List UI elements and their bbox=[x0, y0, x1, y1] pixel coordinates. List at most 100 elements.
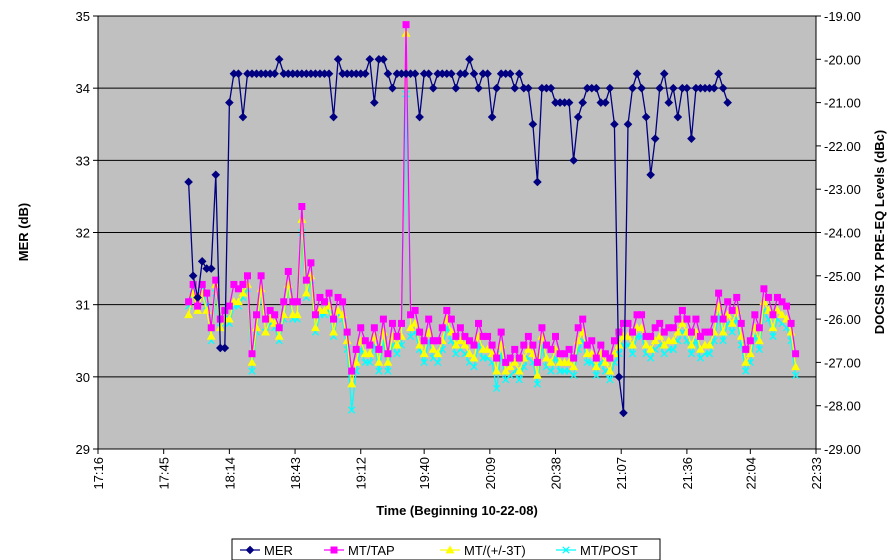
data-point-mt-tap bbox=[243, 272, 251, 280]
data-point-mer bbox=[388, 83, 397, 93]
data-point-mt-tap bbox=[334, 293, 342, 301]
x-marker-stroke bbox=[420, 358, 428, 367]
data-point-mt-3t bbox=[483, 344, 493, 353]
data-point-mt-3t bbox=[501, 366, 511, 375]
x-marker-stroke bbox=[728, 328, 736, 336]
x-marker-stroke bbox=[547, 367, 555, 375]
data-point-mt-3t bbox=[659, 340, 669, 349]
data-point-mt-tap bbox=[216, 315, 224, 323]
data-point-mt-3t bbox=[492, 366, 502, 375]
data-point-mer bbox=[487, 112, 497, 122]
data-point-mt-post bbox=[755, 345, 764, 354]
data-point-mt-tap bbox=[515, 354, 523, 362]
data-point-mer bbox=[410, 69, 420, 79]
data-point-mt-tap bbox=[769, 311, 777, 319]
data-point-mt-3t bbox=[727, 318, 737, 327]
x-marker-stroke bbox=[434, 358, 442, 367]
data-point-mt-3t bbox=[292, 310, 302, 319]
data-point-mer bbox=[619, 408, 628, 418]
data-point-mt-tap bbox=[565, 345, 573, 353]
x-axis-title: Time (Beginning 10-22-08) bbox=[376, 503, 538, 518]
data-point-mt-3t bbox=[419, 349, 429, 358]
data-point-mt-post bbox=[742, 367, 750, 375]
x-marker-stroke bbox=[742, 367, 750, 375]
x-marker-stroke bbox=[755, 345, 764, 354]
data-point-mer bbox=[492, 83, 501, 93]
data-point-mt-tap bbox=[207, 324, 215, 332]
data-point-mt-3t bbox=[605, 366, 615, 375]
x-marker-stroke bbox=[212, 289, 220, 297]
data-point-mt-3t bbox=[791, 362, 801, 371]
x-marker-stroke bbox=[687, 350, 696, 358]
data-point-mt-tap bbox=[520, 341, 528, 349]
data-point-mt-3t bbox=[514, 366, 524, 375]
data-point-mt-3t bbox=[410, 318, 420, 327]
data-point-mt-tap bbox=[647, 332, 655, 340]
data-point-mt-3t bbox=[310, 323, 320, 332]
data-point-mer bbox=[718, 83, 728, 93]
data-point-mer bbox=[714, 69, 723, 79]
data-point-mer bbox=[605, 83, 615, 93]
data-point-mt-tap bbox=[669, 324, 677, 332]
data-point-mt-tap bbox=[493, 354, 501, 362]
data-point-mt-post bbox=[515, 376, 523, 384]
data-point-mt-post bbox=[606, 376, 614, 384]
left-tick-label: 32 bbox=[76, 226, 90, 241]
data-point-mt-post bbox=[791, 371, 800, 380]
x-marker-stroke bbox=[710, 337, 718, 345]
data-point-mt-3t bbox=[261, 327, 271, 336]
x-tick-label: 20:09 bbox=[483, 457, 498, 490]
data-point-mt-tap bbox=[253, 311, 261, 319]
x-marker-stroke bbox=[592, 371, 600, 380]
data-point-mer bbox=[614, 372, 624, 382]
legend-label-mt-tap: MT/TAP bbox=[348, 543, 395, 558]
data-point-mer bbox=[383, 69, 393, 79]
data-point-mer bbox=[591, 83, 601, 93]
data-point-mt-tap bbox=[629, 328, 637, 336]
data-point-mt-3t bbox=[383, 357, 393, 366]
data-point-mt-tap bbox=[316, 293, 324, 301]
data-point-mt-tap bbox=[438, 324, 446, 332]
data-point-mt-post bbox=[366, 358, 374, 367]
data-point-mt-3t bbox=[655, 331, 665, 340]
data-point-mt-3t bbox=[365, 349, 375, 358]
data-point-mt-tap bbox=[388, 319, 396, 327]
data-point-mt-tap bbox=[538, 324, 546, 332]
data-point-mt-3t bbox=[705, 340, 714, 349]
data-point-mt-tap bbox=[678, 306, 686, 314]
data-point-mer bbox=[723, 98, 732, 107]
x-marker-stroke bbox=[366, 358, 374, 367]
x-tick-label: 21:07 bbox=[614, 457, 629, 490]
x-marker-stroke bbox=[601, 367, 610, 375]
data-point-mt-tap bbox=[683, 315, 691, 323]
data-point-mer bbox=[193, 293, 202, 302]
data-point-mer bbox=[465, 54, 474, 64]
x-marker-stroke bbox=[597, 358, 605, 367]
data-point-mt-3t bbox=[351, 357, 361, 366]
data-point-mt-post bbox=[547, 367, 555, 375]
data-point-mer bbox=[365, 54, 375, 64]
data-point-mt-tap bbox=[502, 358, 510, 366]
left-tick-label: 33 bbox=[76, 153, 90, 168]
x-tick-label: 17:45 bbox=[157, 457, 172, 490]
series-mt-3t bbox=[184, 28, 801, 388]
data-point-mer bbox=[646, 170, 655, 180]
data-point-mt-3t bbox=[741, 357, 751, 366]
data-point-mt-3t bbox=[465, 349, 474, 358]
x-marker-stroke bbox=[515, 376, 523, 384]
data-point-mt-3t bbox=[668, 336, 678, 345]
data-point-mt-tap bbox=[506, 354, 514, 362]
data-point-mt-3t bbox=[433, 349, 443, 358]
data-point-mer bbox=[664, 98, 674, 107]
y-axis-title: MER (dB) bbox=[16, 203, 31, 262]
data-point-mt-tap bbox=[497, 328, 505, 336]
data-point-mt-tap bbox=[696, 332, 704, 340]
legend-swatch-marker-mt-tap bbox=[330, 546, 338, 554]
data-point-mer bbox=[628, 83, 637, 93]
data-point-mt-post bbox=[393, 350, 401, 358]
data-point-mer bbox=[528, 119, 538, 129]
data-point-mt-post bbox=[248, 367, 256, 375]
data-point-mt-tap bbox=[610, 337, 618, 345]
data-point-mt-tap bbox=[724, 298, 732, 306]
data-point-mt-tap bbox=[710, 315, 718, 323]
